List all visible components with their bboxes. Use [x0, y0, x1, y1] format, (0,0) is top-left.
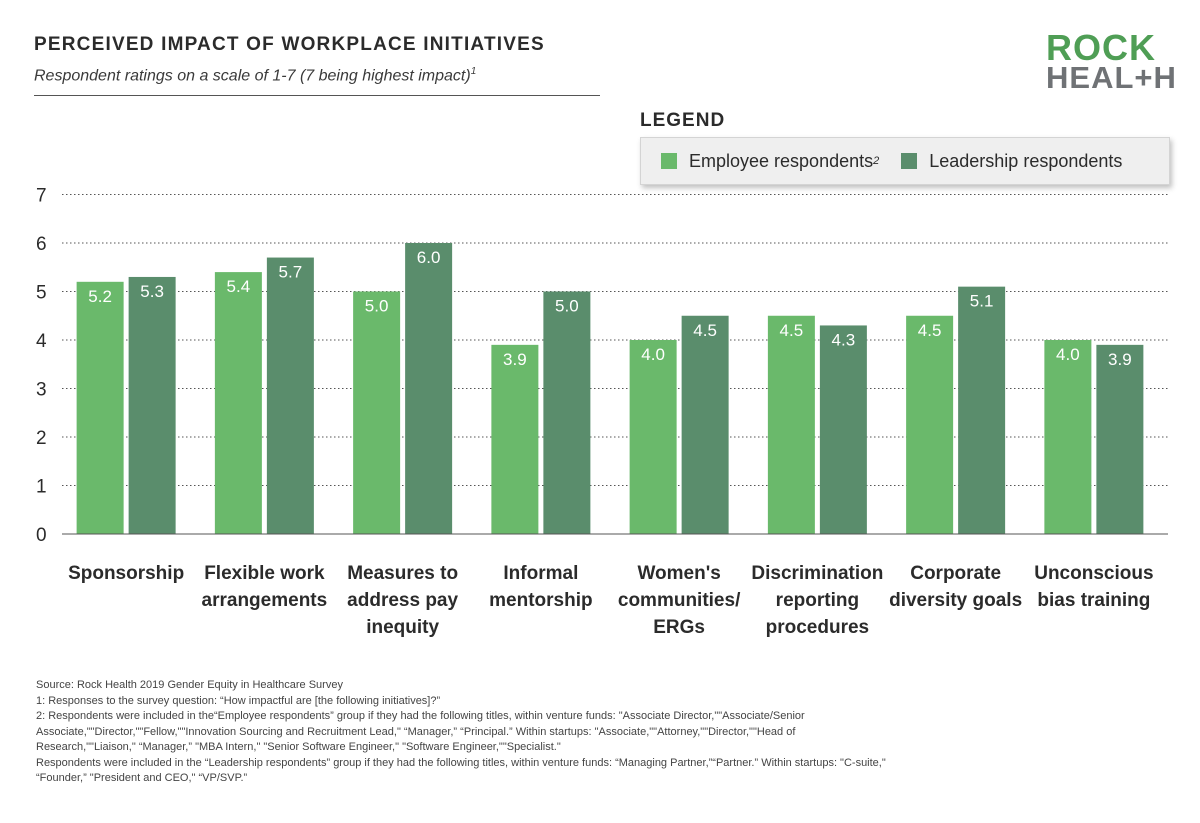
x-category-label-line: Unconscious [1034, 563, 1153, 584]
bar-leadership [405, 243, 453, 534]
footnote-source: Source: Rock Health 2019 Gender Equity i… [36, 679, 343, 691]
bar-leadership [681, 315, 729, 534]
y-tick-label: 6 [36, 234, 47, 255]
x-category-label: Sponsorship [68, 563, 184, 584]
x-category-label: Measures to address pay inequity [347, 563, 458, 638]
chart-legend: Employee respondents 2 Leadership respond… [640, 137, 1170, 185]
data-label-leadership: 5.0 [555, 297, 579, 316]
footnote-1: 1: Responses to the survey question: “Ho… [36, 694, 441, 707]
bar-chart: 0 1 2 3 4 5 6 7 5.2 5.3 Sponsorship 5.4 5.7 Flexible … [36, 186, 1168, 638]
data-label-leadership: 5.1 [970, 292, 994, 311]
legend-item-leadership: Leadership respondents [901, 151, 1122, 172]
x-category-label: Unconscious bias training [1034, 563, 1153, 611]
bar-leadership [1096, 344, 1144, 534]
footnote-2-line-3: Research,""Liaison," “Manager,” "MBA Int… [36, 741, 561, 753]
data-label-employee: 3.9 [503, 350, 527, 369]
bar-leadership [266, 257, 314, 534]
data-label-employee: 5.4 [227, 277, 251, 296]
y-tick-label: 2 [36, 428, 47, 449]
y-tick-label: 1 [36, 477, 47, 498]
x-category-label: Corporate diversity goals [889, 563, 1022, 611]
y-tick-label: 4 [36, 331, 47, 352]
data-label-employee: 4.5 [918, 321, 942, 340]
data-label-leadership: 3.9 [1108, 350, 1132, 369]
bar-leadership [128, 276, 176, 534]
y-tick-label: 5 [36, 283, 47, 304]
x-category-label-line: Sponsorship [68, 563, 184, 584]
x-category-label-line: Corporate [910, 563, 1001, 584]
legend-swatch-leadership [901, 153, 918, 169]
footnote-2-line-1: 2: Respondents were included in the“Empl… [36, 710, 805, 722]
y-tick-label: 7 [36, 186, 47, 207]
footnote-2-line-2: Associate,""Director,""Fellow,""Innovati… [36, 725, 796, 738]
bar-employee [1044, 340, 1092, 534]
subtitle-footnote-marker: 1 [470, 66, 477, 77]
title-divider [34, 95, 600, 96]
chart-title: PERCEIVED IMPACT OF WORKPLACE INITIATIVE… [34, 34, 545, 55]
data-label-leadership: 5.3 [140, 282, 164, 301]
data-label-leadership: 4.5 [693, 321, 717, 340]
data-label-leadership: 5.7 [279, 263, 303, 282]
x-category-label-line: arrangements [202, 590, 328, 611]
y-tick-label: 0 [36, 525, 47, 546]
bar-employee [629, 340, 677, 534]
x-category-label-line: ERGs [653, 617, 705, 638]
bar-employee [76, 281, 124, 534]
data-label-leadership: 6.0 [417, 248, 441, 267]
legend-footnote-marker: 2 [873, 155, 880, 167]
legend-label-leadership: Leadership respondents [929, 150, 1123, 171]
footnote-3-line-2: “Founder,” "President and CEO," “VP/SVP.… [36, 772, 248, 784]
legend-label-employee: Employee respondents [689, 150, 874, 171]
footnote-3-line-1: Respondents were included in the “Leader… [36, 756, 886, 769]
data-label-employee: 4.0 [641, 345, 665, 364]
bar-employee [214, 272, 262, 534]
y-tick-label: 3 [36, 380, 47, 401]
bar-leadership [819, 325, 867, 534]
logo-line-2: HEAL+H [1046, 60, 1177, 95]
x-category-label: Discrimination reporting procedures [751, 563, 883, 638]
bar-employee [491, 344, 539, 534]
legend-swatch-employee [661, 153, 677, 169]
x-category-label-line: inequity [366, 617, 439, 638]
bar-employee [767, 315, 815, 534]
bar-employee [906, 315, 954, 534]
rock-health-logo: ROCK HEAL+H [1046, 27, 1177, 95]
bar-employee [353, 291, 401, 534]
x-category-label-line: address pay [347, 590, 458, 611]
x-category-label-line: Women's [637, 563, 720, 584]
footnotes: Source: Rock Health 2019 Gender Equity i… [36, 678, 1036, 787]
legend-title: LEGEND [640, 110, 726, 131]
data-label-employee: 4.5 [780, 321, 804, 340]
logo-line-1: ROCK [1046, 27, 1156, 68]
data-label-employee: 5.0 [365, 297, 389, 316]
x-category-label: Women's communities/ERGs [618, 563, 741, 638]
x-category-label: Flexible work arrangements [202, 563, 328, 611]
x-category-label-line: mentorship [489, 590, 592, 611]
data-label-leadership: 4.3 [832, 330, 856, 349]
chart-subtitle-text: Respondent ratings on a scale of 1-7 (7 … [34, 67, 471, 85]
x-category-label-line: Measures to [347, 563, 458, 584]
bar-leadership [958, 286, 1006, 534]
x-category-label-line: diversity goals [889, 590, 1022, 611]
x-category-label: Informal mentorship [489, 563, 592, 611]
data-label-employee: 4.0 [1056, 345, 1080, 364]
chart-subtitle: Respondent ratings on a scale of 1-7 (7 … [34, 66, 476, 85]
x-category-label-line: Informal [503, 563, 578, 584]
legend-item-employee: Employee respondents 2 [661, 151, 879, 172]
x-category-label-line: reporting [776, 590, 859, 611]
data-label-employee: 5.2 [88, 287, 112, 306]
x-category-label-line: Flexible work [204, 563, 325, 584]
bar-leadership [543, 291, 591, 534]
x-category-label-line: bias training [1037, 590, 1150, 611]
x-category-label-line: Discrimination [751, 563, 883, 584]
x-category-label-line: communities/ [618, 590, 741, 611]
x-category-label-line: procedures [766, 617, 869, 638]
